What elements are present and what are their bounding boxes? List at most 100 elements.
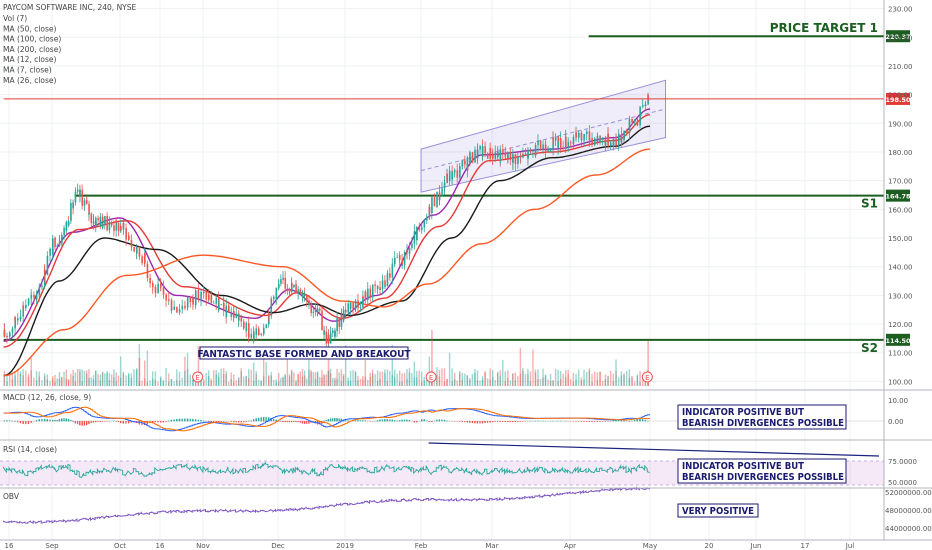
candle-body	[288, 288, 291, 292]
rsi-divergence-line	[428, 442, 880, 457]
volume-bar	[253, 362, 255, 386]
obv-annotation: VERY POSITIVE	[682, 506, 754, 517]
volume-bar	[367, 379, 369, 386]
candle-body	[27, 298, 30, 304]
candle-body	[481, 146, 484, 157]
candle-body	[428, 206, 431, 214]
macd-title: MACD (12, 26, close, 9)	[3, 393, 91, 402]
volume-bar	[128, 374, 130, 386]
macd-hist-bar	[354, 420, 357, 422]
volume-bar	[340, 381, 343, 386]
volume-bar	[489, 368, 491, 386]
candle-body	[186, 296, 189, 302]
volume-bar	[596, 372, 599, 386]
candle-body	[88, 213, 90, 215]
candle-body	[235, 313, 238, 318]
candle-body	[466, 157, 469, 171]
candle-body	[314, 307, 317, 310]
volume-bar	[591, 381, 593, 386]
macd-hist-bar	[628, 421, 630, 422]
obv-title: OBV	[3, 492, 20, 501]
volume-bar	[413, 377, 416, 386]
volume-bar	[79, 371, 81, 386]
macd-hist-bar	[596, 421, 598, 422]
macd-hist-bar	[19, 421, 22, 424]
volume-bar	[120, 356, 122, 386]
volume-bar	[580, 380, 583, 386]
macd-hist-bar	[494, 421, 496, 422]
candle-body	[101, 224, 104, 228]
macd-hist-bar	[99, 421, 101, 422]
volume-bar	[499, 376, 501, 386]
volume-bar	[354, 371, 357, 386]
candle-body	[446, 173, 448, 182]
volume-bar	[43, 373, 46, 386]
volume-bar	[423, 376, 425, 386]
volume-bar	[401, 373, 403, 386]
volume-bar	[644, 378, 647, 386]
macd-hist-bar	[416, 421, 418, 422]
volume-bar	[186, 352, 189, 386]
macd-hist-bar	[497, 421, 499, 422]
candle-body	[152, 283, 154, 287]
macd-hist-bar	[240, 421, 242, 423]
macd-hist-bar	[192, 419, 194, 422]
volume-bar	[19, 373, 22, 386]
volume-bar	[61, 377, 63, 386]
volume-bar	[128, 373, 130, 386]
candle-body	[502, 149, 504, 154]
macd-hist-bar	[406, 419, 408, 422]
candle-body	[67, 221, 70, 226]
macd-hist-bar	[65, 418, 67, 422]
channel-midline	[420, 108, 666, 172]
volume-bar	[245, 376, 247, 386]
volume-bar	[115, 372, 117, 386]
volume-bar	[308, 369, 310, 386]
macd-hist-bar	[486, 421, 489, 423]
candle-body	[228, 305, 230, 313]
volume-bar	[459, 370, 461, 386]
level-tag: 198.50	[885, 96, 911, 104]
volume-bar	[588, 368, 591, 386]
candle-body	[338, 317, 341, 328]
rsi-tick: 50.0000	[888, 479, 917, 487]
candle-body	[379, 287, 381, 290]
volume-bar	[620, 371, 623, 386]
macd-hist-bar	[336, 418, 338, 422]
candle-body	[125, 228, 127, 240]
level-tag: 164.78	[885, 193, 911, 201]
obv-tick: 52000000.0000	[885, 489, 932, 497]
volume-bar	[86, 370, 88, 386]
macd-hist-bar	[433, 420, 435, 422]
volume-bar	[144, 378, 146, 386]
volume-bar	[284, 374, 286, 386]
candle-body	[295, 284, 297, 294]
volume-bar	[453, 372, 456, 386]
volume-bar	[406, 378, 408, 386]
volume-bar	[436, 367, 438, 386]
candle-body	[253, 331, 255, 339]
macd-hist-bar	[384, 419, 386, 422]
macd-hist-bar	[278, 420, 280, 422]
volume-bar	[95, 370, 97, 386]
candle-body	[391, 264, 394, 267]
candle-body	[562, 147, 565, 150]
volume-bar	[293, 372, 295, 386]
candle-body	[146, 263, 149, 275]
candle-body	[72, 202, 74, 209]
candle-body	[448, 170, 451, 182]
macd-hist-bar	[263, 417, 265, 422]
candle-body	[509, 151, 512, 161]
candle-body	[38, 287, 41, 293]
volume-bar	[312, 372, 314, 386]
volume-bar	[519, 348, 522, 386]
volume-bar	[396, 373, 398, 386]
macd-hist-bar	[290, 421, 293, 423]
candle-body	[327, 334, 330, 344]
candle-body	[628, 119, 631, 127]
volume-bar	[357, 380, 359, 386]
candle-body	[11, 328, 14, 332]
candle-body	[297, 289, 300, 293]
macd-hist-bar	[3, 420, 5, 422]
candle-body	[223, 302, 225, 310]
